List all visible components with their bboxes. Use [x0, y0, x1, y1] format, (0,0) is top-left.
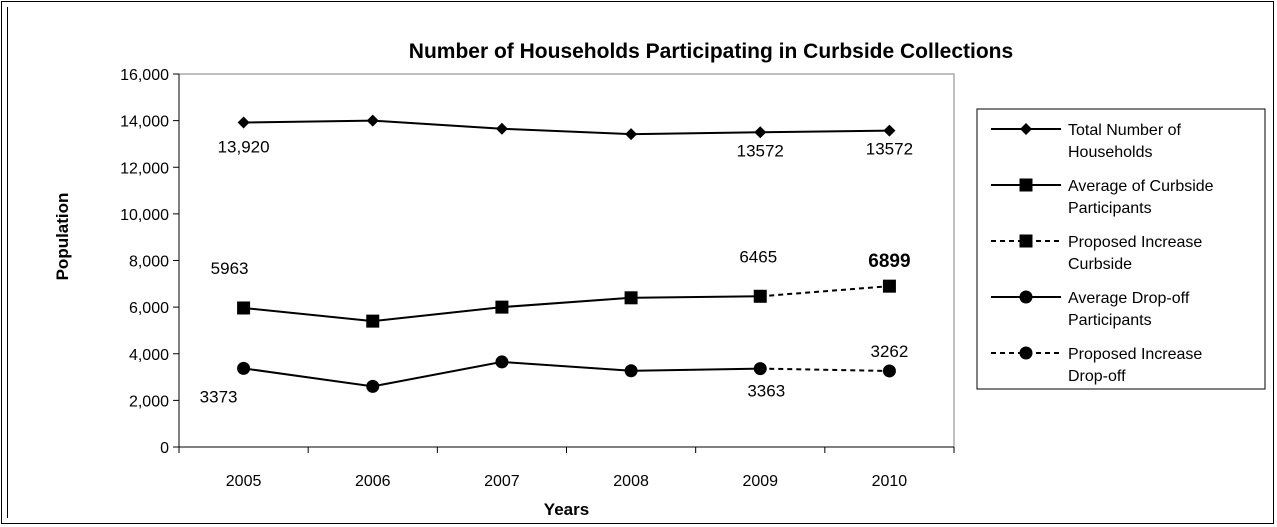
legend-label: Participants: [1068, 200, 1152, 217]
data-point-proposed-increase-drop-off: [882, 364, 896, 378]
legend-label: Total Number of: [1068, 122, 1181, 139]
axis-ticks: 0 2,000 4,000 6,000 8,000 10,000 12,000 14,000 1…: [120, 67, 955, 490]
legend-marker-total-number-of-households: [1020, 123, 1032, 135]
x-axis-title: Years: [544, 500, 589, 519]
data-point-average-drop-off-participants: [237, 361, 251, 375]
x-tick-label: 2006: [355, 473, 391, 490]
data-point-total-number-of-households: [883, 124, 896, 137]
data-point-total-number-of-households: [754, 126, 767, 139]
data-point-average-of-curbside-participants: [237, 301, 251, 315]
data-label: 5963: [211, 259, 249, 278]
data-label: 3363: [747, 382, 785, 401]
data-point-average-of-curbside-participants: [366, 314, 380, 328]
x-tick-label: 2009: [742, 473, 778, 490]
data-point-total-number-of-households: [495, 122, 508, 135]
y-tick-label: 6,000: [129, 300, 169, 317]
y-tick-label: 2,000: [129, 393, 169, 410]
data-point-average-of-curbside-participants: [495, 300, 509, 314]
x-tick-label: 2005: [226, 473, 262, 490]
legend-label: Average of Curbside: [1068, 178, 1214, 195]
legend-box: [976, 108, 1266, 390]
data-point-average-drop-off-participants: [624, 364, 638, 378]
series-line-proposed-increase-curbside: [760, 285, 890, 298]
legend-label: Proposed Increase: [1068, 234, 1202, 251]
data-point-total-number-of-households: [237, 116, 250, 129]
data-label: 13,920: [218, 137, 270, 156]
legend-label: Average Drop-off: [1068, 290, 1190, 307]
chart-title: Number of Households Participating in Cu…: [409, 40, 1013, 63]
data-point-average-drop-off-participants: [366, 379, 380, 393]
data-point-total-number-of-households: [366, 114, 379, 127]
plot-area: [178, 73, 955, 448]
y-tick-label: 12,000: [120, 160, 169, 177]
legend-label: Households: [1068, 144, 1153, 161]
data-labels: 13,920 13572 13572 5963 6465 6899 3373 3363 3262: [200, 137, 913, 406]
x-tick-label: 2007: [484, 473, 520, 490]
x-tick-label: 2008: [613, 473, 649, 490]
legend: Total Number of Households Average of Curb…: [976, 108, 1266, 390]
y-tick-label: 16,000: [120, 67, 169, 84]
data-label: 6899: [868, 251, 910, 272]
data-point-total-number-of-households: [625, 128, 638, 141]
y-tick-label: 8,000: [129, 254, 169, 271]
series-line-proposed-increase-drop-off: [760, 367, 890, 372]
y-axis-title: Population: [53, 193, 72, 281]
legend-marker-proposed-increase-curbside: [1019, 234, 1033, 248]
data-label: 6465: [739, 247, 777, 266]
data-label: 3262: [871, 342, 909, 361]
legend-label: Curbside: [1068, 256, 1132, 273]
legend-marker-proposed-increase-drop-off: [1019, 346, 1033, 360]
series-layer: [237, 114, 896, 393]
legend-marker-average-of-curbside-participants: [1019, 178, 1033, 192]
data-label: 3373: [200, 387, 238, 406]
data-point-average-of-curbside-participants: [624, 291, 638, 305]
data-label: 13572: [737, 141, 784, 160]
data-label: 13572: [866, 140, 913, 159]
y-tick-label: 4,000: [129, 347, 169, 364]
legend-label: Proposed Increase: [1068, 346, 1202, 363]
y-tick-label: 0: [160, 440, 169, 457]
data-point-proposed-increase-curbside: [882, 279, 896, 293]
legend-marker-average-drop-off-participants: [1019, 290, 1033, 304]
series-line-total-number-of-households: [243, 119, 890, 136]
legend-label: Participants: [1068, 312, 1152, 329]
data-point-average-drop-off-participants: [495, 355, 509, 369]
y-tick-label: 14,000: [120, 114, 169, 131]
y-tick-label: 10,000: [120, 207, 169, 224]
x-tick-label: 2010: [872, 473, 908, 490]
legend-label: Drop-off: [1068, 368, 1126, 385]
